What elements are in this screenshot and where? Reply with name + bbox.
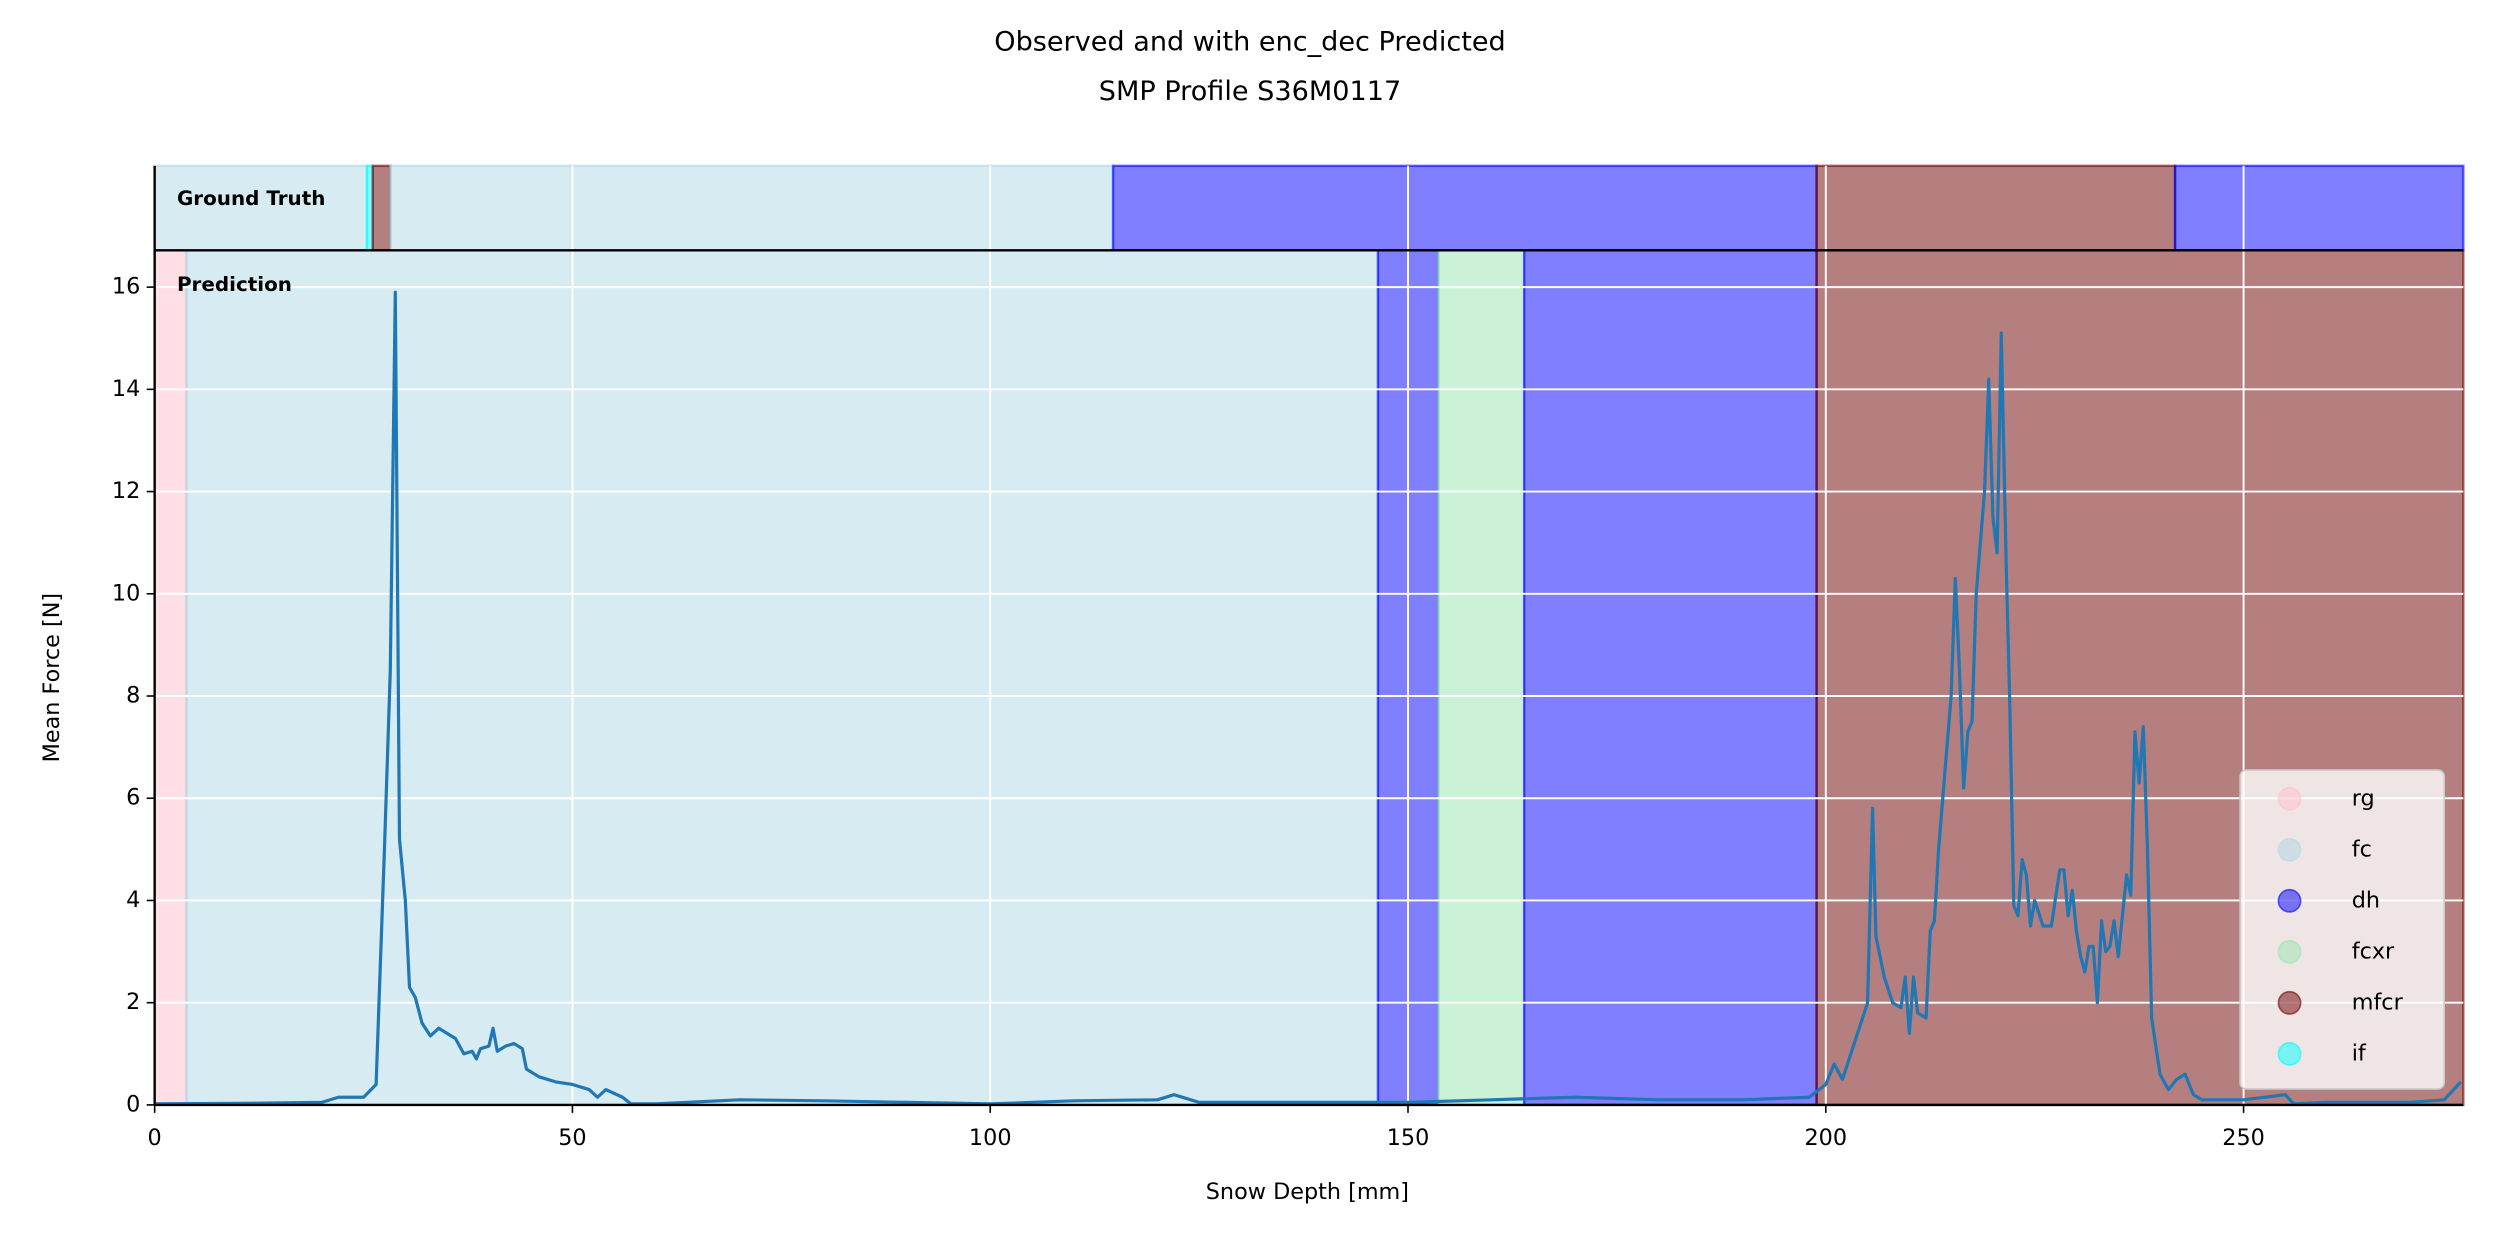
y-tick-label: 8 (126, 683, 140, 709)
x-tick-label: 50 (558, 1125, 586, 1151)
legend-label: if (2352, 1040, 2367, 1066)
chart-title: Observed and with enc_dec Predicted (994, 27, 1505, 58)
ground-truth-span (1815, 164, 2177, 252)
prediction-span (1522, 249, 1818, 1107)
ground-truth-span (371, 164, 392, 252)
x-tick-label: 200 (1804, 1125, 1847, 1151)
y-tick-label: 4 (126, 887, 140, 913)
y-tick-label: 16 (112, 274, 140, 300)
ground-truth-span (1111, 164, 1818, 252)
legend-marker (2277, 1041, 2302, 1066)
prediction-span (153, 249, 188, 1107)
force-line (154, 290, 2462, 1106)
y-tick-label: 2 (126, 989, 140, 1015)
y-tick-label: 10 (112, 580, 140, 606)
x-tick-label: 0 (148, 1125, 162, 1151)
y-axis-label: Mean Force [N] (39, 593, 65, 762)
plot-layer: 0 50 100 150 200 250 0 2 4 6 8 10 12 14 16 Ground Truth… (112, 164, 2465, 1151)
ground-truth-span (389, 164, 1115, 252)
x-tick-label: 100 (969, 1125, 1012, 1151)
ground-truth-span (2173, 164, 2465, 252)
x-tick-label: 150 (1387, 1125, 1430, 1151)
legend-marker (2277, 990, 2302, 1015)
legend-label: rg (2352, 785, 2375, 811)
strip-label: Prediction (177, 273, 292, 296)
prediction-span (185, 249, 1380, 1107)
ground-truth-span (153, 164, 369, 252)
x-tick-label: 250 (2222, 1125, 2265, 1151)
y-tick-label: 6 (126, 785, 140, 811)
x-axis-label: Snow Depth [mm] (1206, 1179, 1409, 1205)
prediction-span (1436, 249, 1526, 1107)
legend-marker (2277, 939, 2302, 964)
strip-label: Ground Truth (177, 187, 325, 210)
legend-box (2239, 769, 2445, 1090)
legend-label: dh (2352, 887, 2380, 913)
legend-marker (2277, 837, 2302, 862)
legend-marker (2277, 888, 2302, 913)
y-tick-label: 0 (126, 1091, 140, 1117)
legend-label: mfcr (2352, 989, 2404, 1015)
legend-label: fcxr (2352, 938, 2395, 964)
legend-label: fc (2352, 836, 2372, 862)
y-tick-label: 14 (112, 376, 140, 402)
legend-marker (2277, 786, 2302, 811)
y-tick-label: 12 (112, 478, 140, 504)
chart-subtitle: SMP Profile S36M0117 (1099, 76, 1401, 107)
